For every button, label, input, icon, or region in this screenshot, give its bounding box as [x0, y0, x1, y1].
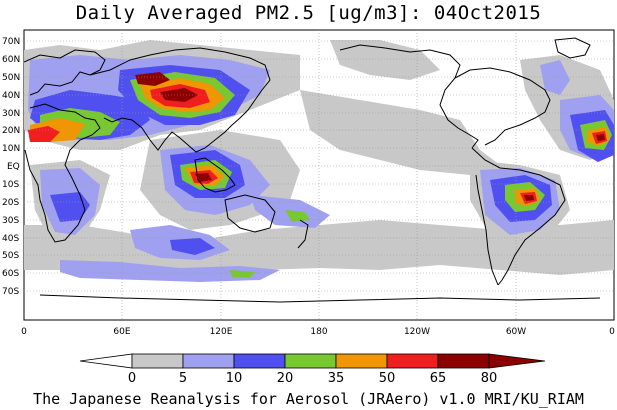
colorbar-tick-label: 35 — [328, 371, 345, 386]
colorbar-segment — [386, 353, 439, 369]
lat-label: 60S — [2, 269, 19, 279]
colorbar-tick-label: 10 — [226, 371, 243, 386]
colorbar-segment — [437, 353, 490, 369]
lat-label: 50N — [2, 73, 20, 83]
colorbar-tick-label: 50 — [379, 371, 396, 386]
lat-label: 30N — [2, 109, 20, 119]
colorbar-tick-label: 5 — [179, 371, 187, 386]
lon-label: 120W — [404, 327, 430, 337]
colorbar-segment — [131, 353, 184, 369]
map-title: Daily Averaged PM2.5 [ug/m3]: 04Oct2015 — [75, 2, 542, 24]
colorbar-segment — [284, 353, 337, 369]
lon-label: 180 — [310, 327, 327, 337]
colorbar-segment — [335, 353, 388, 369]
pm25-field — [24, 30, 614, 320]
lat-label: 20N — [2, 126, 20, 136]
graticule — [24, 30, 614, 320]
lat-label: 50S — [2, 251, 19, 261]
lat-label: 40N — [2, 91, 20, 101]
colorbar-tick-label: 0 — [128, 371, 136, 386]
colorbar-tick-label: 20 — [277, 371, 294, 386]
lat-label: EQ — [7, 162, 20, 172]
level-80-plus-regions — [135, 72, 605, 201]
lon-label: 60W — [506, 327, 526, 337]
lat-label: 10S — [2, 180, 19, 190]
lat-label: 70S — [2, 287, 19, 297]
lat-label: 70N — [2, 37, 20, 47]
lat-label: 10N — [2, 144, 20, 154]
colorbar-labels: 0 5 10 20 35 50 65 80 — [128, 371, 497, 386]
colorbar-lower-arrow — [79, 353, 133, 369]
lon-label: 60E — [113, 327, 130, 337]
colorbar-tick-label: 65 — [430, 371, 447, 386]
lat-label: 40S — [2, 234, 19, 244]
coastlines — [24, 37, 601, 303]
lon-label: 0 — [609, 327, 615, 337]
data-credit: The Japanese Reanalysis for Aerosol (JRA… — [33, 390, 584, 408]
lat-label: 60N — [2, 55, 20, 65]
latitude-labels: 70N 60N 50N 40N 30N 20N 10N EQ 10S 20S 3… — [2, 37, 20, 297]
colorbar-tick-label: 80 — [481, 371, 498, 386]
colorbar — [79, 353, 546, 369]
colorbar-segment — [233, 353, 286, 369]
lon-label: 0 — [21, 327, 27, 337]
longitude-labels: 0 60E 120E 180 120W 60W 0 — [21, 327, 615, 337]
colorbar-upper-arrow — [488, 353, 546, 369]
lat-label: 20S — [2, 198, 19, 208]
colorbar-segment — [182, 353, 235, 369]
lat-label: 30S — [2, 216, 19, 226]
lon-label: 120E — [210, 327, 233, 337]
